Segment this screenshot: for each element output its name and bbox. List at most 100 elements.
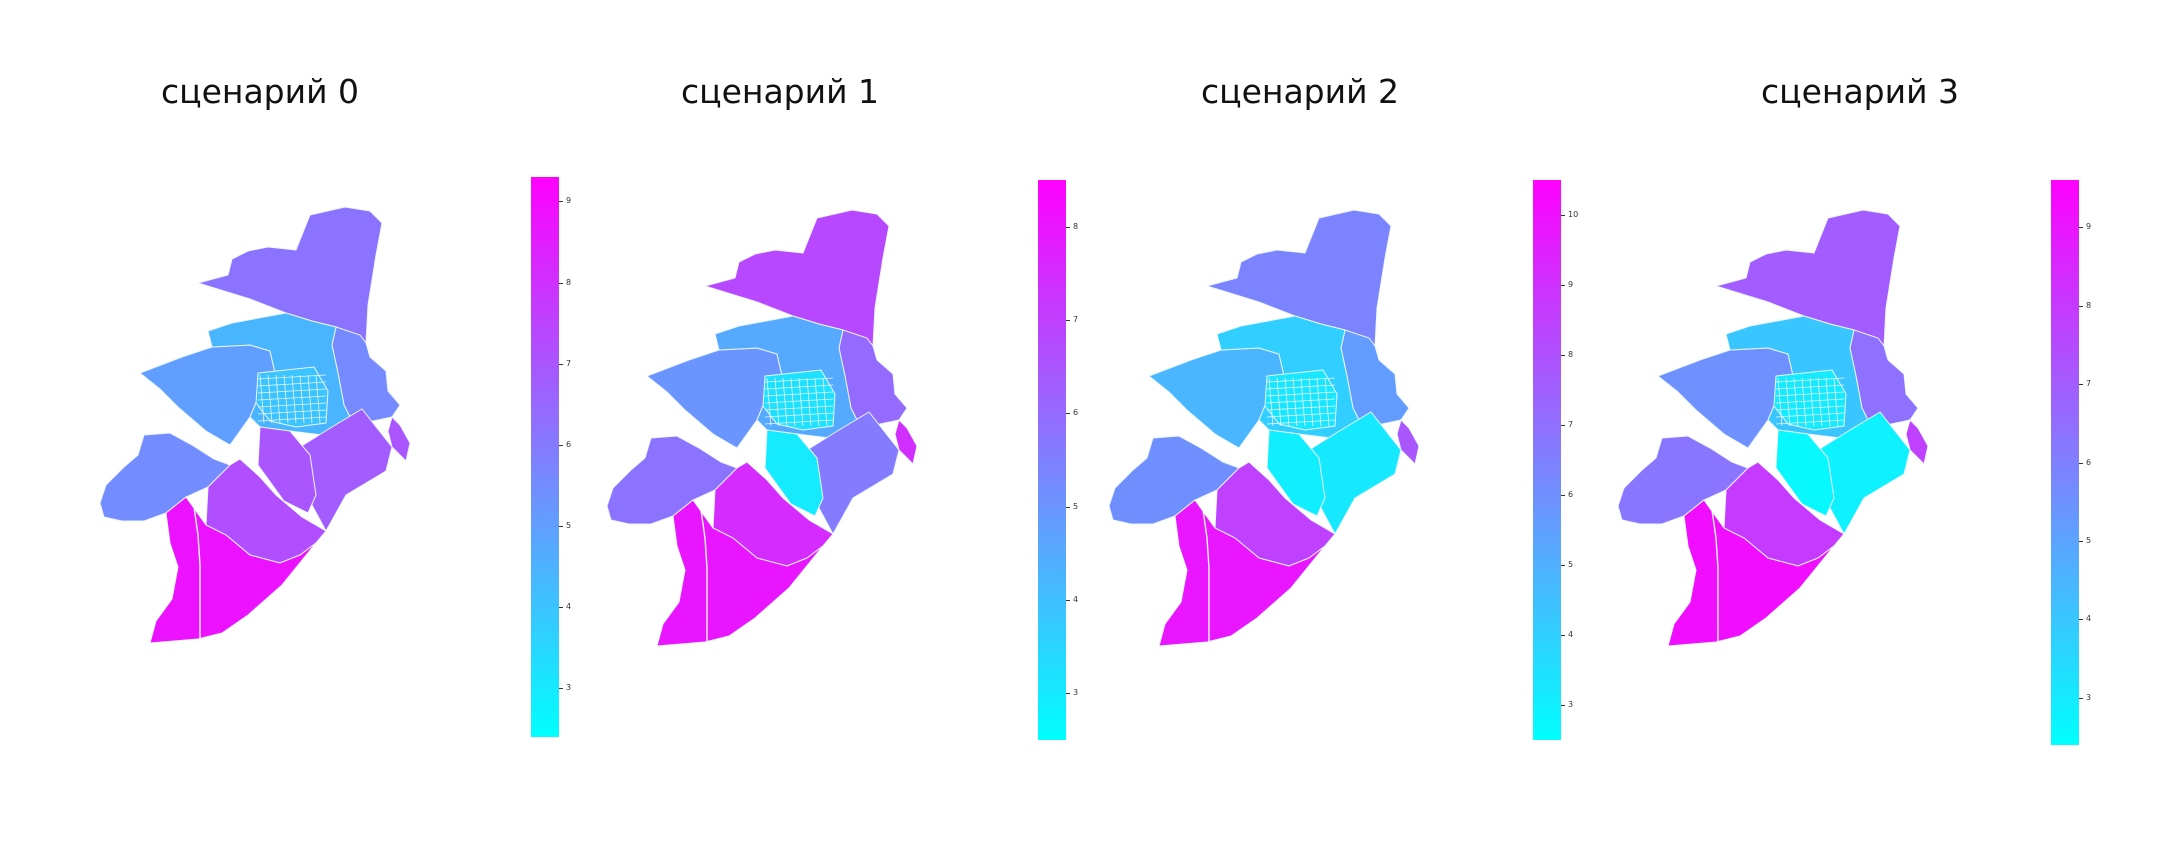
tick-mark xyxy=(1561,285,1565,286)
tick-mark xyxy=(559,363,563,365)
tick-mark xyxy=(1066,600,1070,601)
tick-label: 3 xyxy=(2086,692,2092,702)
tick-label: 4 xyxy=(1073,595,1079,604)
map-region-south-grid xyxy=(764,429,824,517)
scenario-panel-1: сценарий 1 3 4 5 6 7 8 xyxy=(520,0,1078,859)
tick-mark xyxy=(2079,540,2083,542)
road-line xyxy=(700,509,708,642)
tick-mark xyxy=(1561,635,1565,636)
tick-mark xyxy=(2079,462,2083,464)
tick-mark xyxy=(2079,305,2083,307)
tick-label: 10 xyxy=(1568,210,1579,219)
road-line xyxy=(1202,509,1210,642)
panel-title: сценарий 1 xyxy=(680,72,880,111)
map-region-west xyxy=(1148,347,1286,449)
map-region-west xyxy=(646,347,784,449)
colorbar: 3 4 5 6 7 8 xyxy=(1038,180,1078,740)
scenario-panel-3: сценарий 3 3 4 5 6 7 8 9 xyxy=(1560,0,2160,859)
map-region-south-grid xyxy=(1775,429,1835,517)
choropleth-map xyxy=(607,209,918,647)
map-region-southwest xyxy=(1618,435,1749,525)
map-region-far-south xyxy=(1158,499,1326,647)
map-region-far-south xyxy=(149,496,317,644)
map-region-southwest xyxy=(1109,435,1240,525)
tick-label: 8 xyxy=(2086,300,2092,310)
tick-mark xyxy=(1066,413,1070,415)
tick-label: 5 xyxy=(1568,560,1574,569)
choropleth-map xyxy=(100,206,411,644)
tick-mark xyxy=(559,688,563,690)
tick-label: 9 xyxy=(1568,280,1574,289)
tick-mark xyxy=(1066,320,1070,321)
map-region-east-edge xyxy=(1396,419,1420,465)
map-region-east-edge xyxy=(1905,419,1929,465)
tick-label: 6 xyxy=(2086,457,2092,467)
tick-mark xyxy=(1561,425,1565,426)
tick-label: 7 xyxy=(1568,420,1574,429)
map-region-east-edge xyxy=(894,419,918,465)
tick-label: 4 xyxy=(566,602,572,612)
map-region-south-grid xyxy=(257,426,317,514)
choropleth-map xyxy=(1618,209,1929,647)
tick-label: 7 xyxy=(1073,315,1079,324)
tick-label: 8 xyxy=(1568,350,1574,359)
tick-mark xyxy=(1561,215,1565,216)
tick-label: 9 xyxy=(2086,222,2092,232)
tick-mark xyxy=(1561,355,1565,356)
tick-label: 9 xyxy=(566,196,572,206)
tick-label: 6 xyxy=(1073,408,1079,418)
map-region-west xyxy=(1657,347,1795,449)
tick-mark xyxy=(1561,705,1565,706)
panel-title: сценарий 3 xyxy=(1760,72,1960,111)
tick-mark xyxy=(1066,506,1070,508)
street-grid xyxy=(1775,377,1845,427)
tick-label: 5 xyxy=(2086,535,2092,545)
tick-label: 4 xyxy=(2086,614,2092,624)
colorbar: 3 4 5 6 7 8 9 10 xyxy=(1533,180,1578,740)
map-region-west xyxy=(139,344,277,446)
tick-label: 6 xyxy=(566,439,572,449)
street-grid xyxy=(257,374,327,424)
tick-mark xyxy=(2079,384,2083,386)
tick-label: 3 xyxy=(1073,688,1079,698)
tick-label: 3 xyxy=(1568,700,1574,709)
tick-label: 4 xyxy=(1568,630,1574,639)
panel-title: сценарий 0 xyxy=(160,72,360,111)
scenario-panel-2: сценарий 2 3 4 5 6 7 8 9 10 xyxy=(1040,0,1578,859)
colorbar: 3 4 5 6 7 8 9 xyxy=(2051,180,2091,745)
tick-label: 5 xyxy=(1073,501,1079,511)
tick-mark xyxy=(559,607,563,609)
tick-mark xyxy=(559,282,563,284)
map-region-center-grid xyxy=(1773,369,1847,431)
tick-mark xyxy=(559,444,563,446)
tick-label: 7 xyxy=(2086,379,2092,389)
tick-mark xyxy=(1561,565,1565,566)
colorbar: 3 4 5 6 7 8 9 xyxy=(531,177,571,737)
map-region-south-grid xyxy=(1266,429,1326,517)
tick-mark xyxy=(2079,697,2083,699)
tick-label: 3 xyxy=(566,683,572,693)
tick-mark xyxy=(559,201,563,203)
tick-label: 8 xyxy=(1073,221,1079,231)
road-line xyxy=(1711,509,1719,642)
tick-mark xyxy=(1561,495,1565,496)
tick-mark xyxy=(1066,226,1070,228)
map-region-center-grid xyxy=(255,366,329,428)
map-region-far-south xyxy=(1667,499,1835,647)
map-region-far-south xyxy=(656,499,824,647)
tick-label: 5 xyxy=(566,520,572,530)
tick-mark xyxy=(2079,619,2083,621)
tick-mark xyxy=(2079,227,2083,229)
scenario-panel-0: сценарий 0 3 4 5 6 7 8 9 xyxy=(0,0,571,859)
map-region-southwest xyxy=(607,435,738,525)
map-region-southwest xyxy=(100,432,231,522)
panel-title: сценарий 2 xyxy=(1200,72,1400,111)
map-region-center-grid xyxy=(1264,369,1338,431)
map-region-center-grid xyxy=(762,369,836,431)
road-line xyxy=(193,506,201,639)
tick-label: 7 xyxy=(566,358,572,368)
map-region-east-edge xyxy=(387,416,411,462)
tick-label: 8 xyxy=(566,277,572,287)
tick-label: 6 xyxy=(1568,490,1574,499)
choropleth-map xyxy=(1109,209,1420,647)
